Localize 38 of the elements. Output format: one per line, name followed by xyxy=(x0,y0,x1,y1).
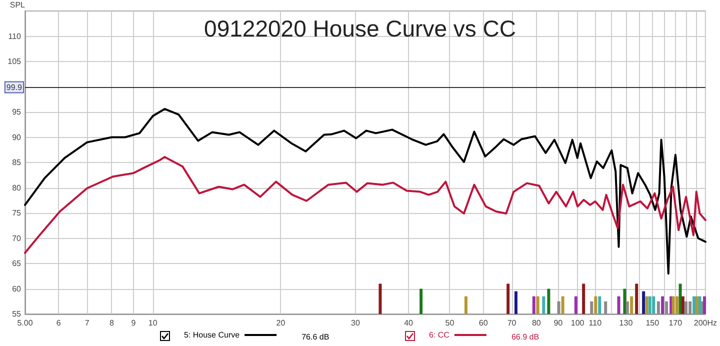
x-tick-label: 70 xyxy=(507,318,517,328)
y-tick-label: 65 xyxy=(12,259,22,268)
y-tick-label: 90 xyxy=(12,132,22,142)
legend-label: 5: House Curve xyxy=(184,330,240,340)
x-tick-label: 200Hz xyxy=(694,318,717,328)
y-tick-label: 110 xyxy=(8,32,22,41)
x-tick-label: 10 xyxy=(148,318,158,328)
ref-line-label: 99.9 xyxy=(6,82,23,92)
chart-title: 09122020 House Curve vs CC xyxy=(204,16,516,42)
x-tick-label: 60 xyxy=(478,318,488,328)
x-tick-label: 90 xyxy=(554,318,564,328)
text: 66.9 dB xyxy=(511,332,540,342)
y-tick-label: 95 xyxy=(12,108,22,116)
y-tick-label: 55 xyxy=(12,310,22,318)
y-tick-label: 60 xyxy=(12,284,22,294)
y-tick-label: 105 xyxy=(8,57,22,66)
y-axis-title: SPL xyxy=(10,0,26,10)
x-tick-label: 6 xyxy=(56,318,62,328)
y-tick-label: 85 xyxy=(12,158,22,167)
y-tick-label: 80 xyxy=(12,183,22,192)
legend-label: 6: CC xyxy=(428,330,450,340)
y-tick-label: 75 xyxy=(12,208,22,218)
y-tick-label: 70 xyxy=(12,234,22,243)
x-tick-label: 8 xyxy=(109,318,114,328)
x-tick-label: 30 xyxy=(351,318,360,328)
x-tick-label: 20 xyxy=(276,318,286,328)
text: 76.6 dB xyxy=(302,332,330,342)
x-tick-label: 100 xyxy=(570,318,585,328)
x-tick-label: 50 xyxy=(445,318,455,328)
x-tick-label: 80 xyxy=(532,318,542,328)
x-tick-label: 40 xyxy=(404,318,414,328)
x-tick-label: 7 xyxy=(84,318,90,328)
x-tick-label: 5.00 xyxy=(17,318,34,328)
x-tick-label: 110 xyxy=(588,318,602,328)
x-tick-label: 170 xyxy=(668,318,683,328)
x-tick-label: 150 xyxy=(646,318,660,328)
x-tick-label: 130 xyxy=(619,318,634,328)
x-tick-label: 9 xyxy=(131,318,136,328)
